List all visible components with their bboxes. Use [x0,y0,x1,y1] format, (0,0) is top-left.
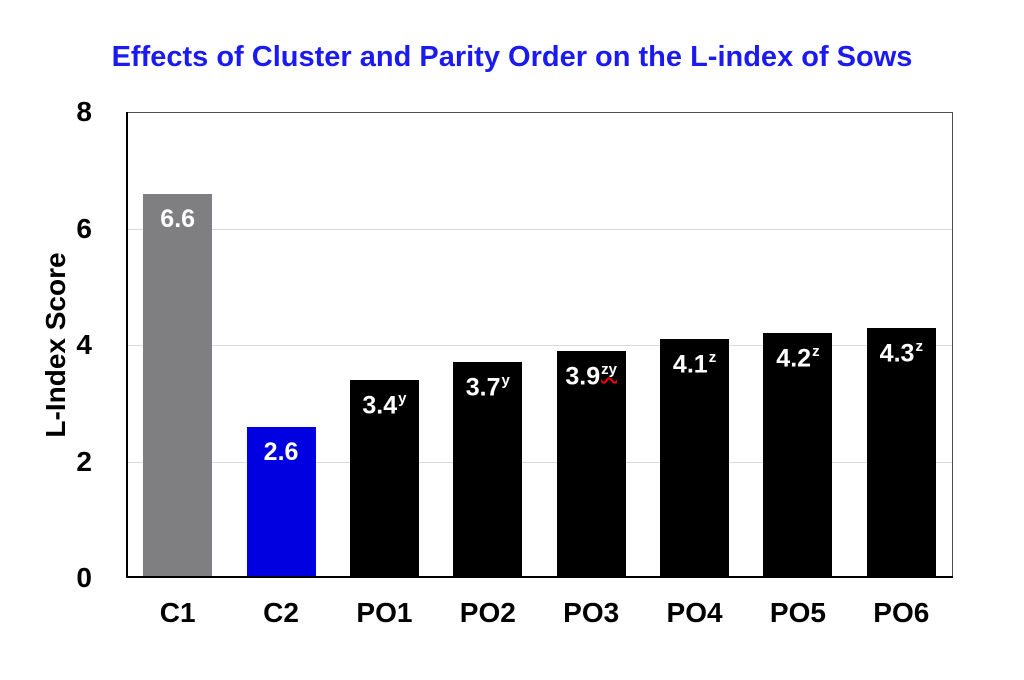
x-category-label-po6: PO6 [873,597,930,628]
bar-po3: 3.9zy [556,350,626,578]
x-category-label-po2: PO2 [459,597,516,628]
plot-area: 6.6 2.6 3.4y 3.7y 3.9zy 4.1z 4.2z 4.3z [126,112,953,578]
bar-c1: 6.6 [143,193,213,578]
bar-po1: 3.4y [349,379,419,578]
bar-value-superscript: zy [601,360,617,378]
y-tick-label: 6 [76,212,92,244]
bar-value-label: 4.2z [763,343,832,373]
x-category-label-c2: C2 [263,597,299,628]
bar-c2: 2.6 [246,426,316,578]
x-category-label-po4: PO4 [666,597,723,628]
bar-value-number: 3.4 [362,391,398,420]
x-category-label-po3: PO3 [563,597,620,628]
gridline [126,228,953,230]
bar-value-number: 4.1 [672,350,708,379]
plot-border-top [126,112,953,113]
bar-value-label: 3.4y [350,389,419,420]
bar-po6: 4.3z [866,327,936,578]
gridline [126,461,953,463]
y-axis-line [126,112,128,578]
x-axis-line [126,576,953,578]
bar-po4: 4.1z [660,339,730,578]
bar-value-number: 4.3 [879,338,915,367]
bar-value-number: 3.9 [565,362,601,391]
bar-value-superscript: y [501,372,510,390]
bar-value-label: 3.9zy [557,360,626,391]
x-category-label-po1: PO1 [356,597,413,628]
bar-value-label: 2.6 [247,439,316,465]
gridline [126,345,953,346]
x-category-label-po5: PO5 [769,597,826,628]
chart-title: Effects of Cluster and Parity Order on t… [111,41,913,73]
x-category-label-c1: C1 [159,597,196,628]
bar-value-label: 3.7y [453,372,522,402]
bar-value-superscript: z [915,337,923,355]
bar-value-superscript: z [812,343,820,361]
y-tick-label: 4 [76,329,92,360]
y-tick-label: 8 [76,96,92,127]
bar-value-label: 6.6 [143,206,212,232]
bar-value-number: 3.7 [465,373,501,402]
bar-value-superscript: z [708,349,717,367]
bar-value-number: 4.2 [776,344,812,373]
bar-po2: 3.7y [453,362,523,578]
bar-value-number: 6.6 [160,204,196,233]
y-tick-label: 2 [76,445,92,477]
bar-value-superscript: y [398,389,407,407]
plot-border-right [952,112,953,578]
bar-value-label: 4.1z [660,349,729,379]
bar-po5: 4.2z [763,333,833,578]
bar-value-label: 4.3z [867,337,936,367]
y-tick-label: 0 [76,562,92,593]
bar-value-number: 2.6 [263,437,299,466]
